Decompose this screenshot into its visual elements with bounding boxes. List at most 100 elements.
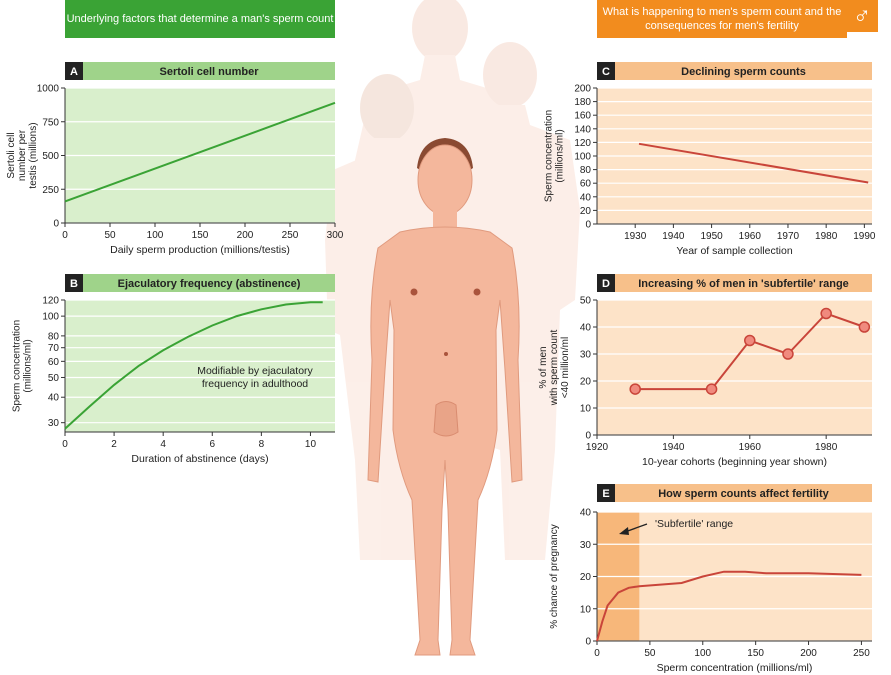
panel-letter-box xyxy=(597,274,615,292)
y-tick-label: 30 xyxy=(580,350,592,361)
y-axis-label-line: % of men xyxy=(538,346,549,388)
y-tick-label: 80 xyxy=(48,331,60,342)
x-tick-label: 1990 xyxy=(853,231,876,242)
panel-title-bar xyxy=(65,274,335,292)
y-tick-label: 100 xyxy=(574,152,591,163)
y-tick-label: 120 xyxy=(42,296,59,307)
y-tick-label: 80 xyxy=(580,165,592,176)
x-tick-label: 1960 xyxy=(739,231,762,242)
y-tick-label: 0 xyxy=(585,637,591,648)
y-tick-label: 750 xyxy=(42,117,59,128)
series-line xyxy=(64,101,336,203)
x-tick-label: 1940 xyxy=(662,231,685,242)
panel-title-bar xyxy=(597,62,872,80)
data-point xyxy=(858,321,871,333)
annotation-arrow xyxy=(624,523,648,533)
y-axis-label-line: number per xyxy=(17,129,28,181)
x-tick-label: 1980 xyxy=(815,442,838,453)
annotation: Modifiable by ejaculatory frequency in ad… xyxy=(197,365,313,390)
y-axis-label: % chance of pregnancy xyxy=(549,524,560,629)
x-tick-label: 150 xyxy=(747,648,764,659)
x-tick-label: 250 xyxy=(853,648,870,659)
annotation-line: Modifiable by ejaculatory xyxy=(197,365,313,377)
plot-background xyxy=(597,300,872,435)
left-section-header: Underlying factors that determine a man'… xyxy=(65,0,335,38)
y-tick-label: 0 xyxy=(585,431,591,442)
chart-panel-b: B Ejaculatory frequency (abstinence) 30 40 5… xyxy=(12,274,335,465)
x-tick-label: 50 xyxy=(644,648,656,659)
y-tick-label: 50 xyxy=(580,296,592,307)
y-axis-label-line: Sperm concentration xyxy=(544,110,555,202)
x-axis-label: Daily sperm production (millions/testis) xyxy=(110,244,290,256)
y-axis-label-line: <40 million/ml xyxy=(560,337,571,398)
y-tick-label: 30 xyxy=(48,418,60,429)
y-tick-label: 0 xyxy=(53,219,59,230)
chart-panel-c: C Declining sperm counts 0 20 40 60 80 100 120 14… xyxy=(544,62,876,257)
y-tick-label: 250 xyxy=(42,185,59,196)
y-tick-label: 40 xyxy=(580,192,592,203)
x-tick-label: 1920 xyxy=(586,442,609,453)
y-tick-label: 60 xyxy=(48,357,60,368)
x-tick-label: 2 xyxy=(111,439,117,450)
y-tick-label: 180 xyxy=(574,97,591,108)
x-tick-label: 1980 xyxy=(815,231,838,242)
plot-background xyxy=(65,300,335,432)
series-line xyxy=(64,301,323,430)
data-point xyxy=(705,383,718,395)
male-symbol-icon: ♂ xyxy=(846,0,878,32)
panel-letter: C xyxy=(602,66,610,78)
panel-letter: B xyxy=(70,278,78,290)
y-tick-label: 500 xyxy=(42,151,59,162)
y-tick-label: 70 xyxy=(48,343,60,354)
y-tick-label: 20 xyxy=(580,572,592,583)
series-line xyxy=(638,142,869,184)
x-tick-label: 1960 xyxy=(739,442,762,453)
y-axis-label-line: % chance of pregnancy xyxy=(549,524,560,629)
x-tick-label: 200 xyxy=(237,230,254,241)
y-tick-label: 20 xyxy=(580,206,592,217)
annotation-line: frequency in adulthood xyxy=(202,378,308,390)
x-tick-label: 100 xyxy=(147,230,164,241)
y-axis-label: % of menwith sperm count<40 million/ml xyxy=(538,329,571,406)
x-tick-label: 6 xyxy=(209,439,215,450)
y-tick-label: 200 xyxy=(574,84,591,95)
y-axis-label-line: with sperm count xyxy=(549,329,560,406)
annotation-arrowhead xyxy=(619,527,629,535)
panel-title-bar xyxy=(597,274,872,292)
y-tick-label: 20 xyxy=(580,377,592,388)
right-section-header: What is happening to men's sperm count a… xyxy=(597,0,847,38)
y-tick-label: 120 xyxy=(574,138,591,149)
series-line xyxy=(596,570,862,642)
y-axis-label-line: Sperm concentration xyxy=(12,320,23,412)
x-tick-label: 1950 xyxy=(700,231,723,242)
y-tick-label: 30 xyxy=(580,540,592,551)
y-axis-label-line: (millions/ml) xyxy=(555,129,566,182)
y-tick-label: 1000 xyxy=(37,84,60,95)
x-tick-label: 1940 xyxy=(662,442,685,453)
data-point xyxy=(782,348,794,360)
chart-panel-e: E How sperm counts affect fertility 0 10 20 3… xyxy=(549,484,872,674)
y-axis-label-line: Sertoli cell xyxy=(6,132,17,178)
y-tick-label: 60 xyxy=(580,179,592,190)
x-axis-label: Duration of abstinence (days) xyxy=(131,453,268,465)
y-axis-label: Sperm concentration(millions/ml) xyxy=(12,320,34,412)
annotation: 'Subfertile' range xyxy=(655,518,733,530)
data-point xyxy=(744,334,756,347)
panel-title-bar xyxy=(597,484,872,502)
data-point xyxy=(629,383,641,395)
chart-title: Ejaculatory frequency (abstinence) xyxy=(118,278,301,290)
x-tick-label: 150 xyxy=(192,230,209,241)
panel-letter-box xyxy=(597,484,615,502)
panel-title-bar xyxy=(65,62,335,80)
chart-panel-d: D Increasing % of men in 'subfertile' ran… xyxy=(538,274,872,468)
y-tick-label: 10 xyxy=(580,404,592,415)
panel-letter: E xyxy=(602,488,609,500)
panel-letter-box xyxy=(65,274,83,292)
y-tick-label: 50 xyxy=(48,373,60,384)
x-tick-label: 1970 xyxy=(777,231,800,242)
y-tick-label: 100 xyxy=(42,312,59,323)
y-tick-label: 40 xyxy=(48,393,60,404)
y-axis-label-line: (millions/ml) xyxy=(23,339,34,392)
